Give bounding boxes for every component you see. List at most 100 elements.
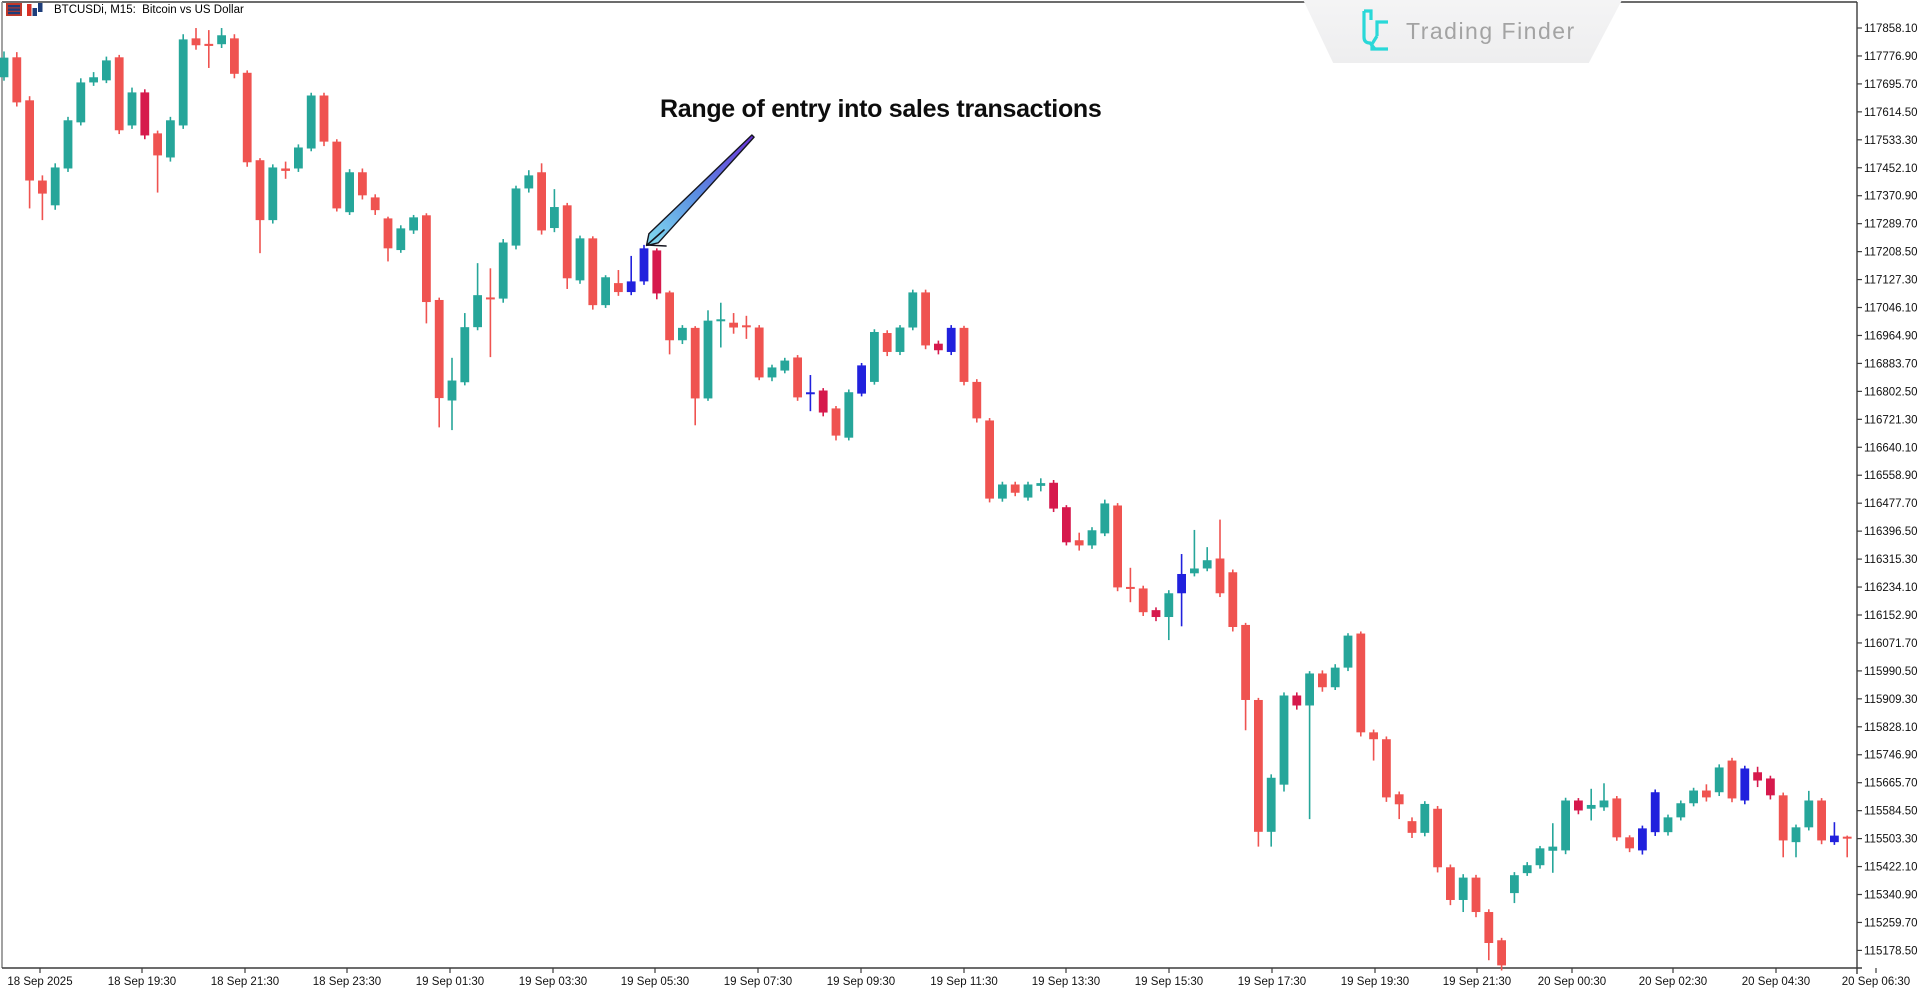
candle-body: [50, 167, 60, 206]
candle-body: [934, 343, 943, 351]
price-tick-label: 117289.70: [1864, 219, 1918, 231]
candle-body: [972, 381, 982, 419]
candle-body: [1266, 777, 1276, 832]
candle-body: [831, 408, 841, 436]
candle-body: [332, 141, 342, 209]
candle-body: [1663, 817, 1673, 833]
price-tick-label: 117858.10: [1864, 23, 1918, 35]
candle-body: [767, 367, 777, 378]
time-tick-label: 19 Sep 19:30: [1341, 976, 1409, 988]
candle-body: [1330, 667, 1340, 688]
candle-body: [1151, 610, 1161, 618]
candle-body: [1190, 568, 1199, 574]
price-tick-label: 116558.90: [1864, 470, 1918, 482]
price-tick-label: 115178.50: [1864, 945, 1918, 957]
time-tick-label: 19 Sep 05:30: [621, 976, 689, 988]
candle-body: [678, 327, 687, 341]
candle-body: [857, 365, 866, 394]
candle-body: [1484, 912, 1494, 944]
candle-body: [1407, 821, 1417, 833]
candle-body: [806, 392, 815, 395]
time-tick-label: 19 Sep 21:30: [1443, 976, 1511, 988]
candle-body: [1382, 739, 1391, 798]
candle-body: [1420, 803, 1430, 833]
candle-body: [1215, 558, 1225, 594]
price-tick-label: 116396.50: [1864, 526, 1918, 538]
candle-body: [1318, 673, 1327, 688]
time-tick-label: 19 Sep 09:30: [827, 976, 895, 988]
candle-body: [1625, 837, 1634, 849]
candle-body: [1049, 482, 1058, 509]
candle-body: [1292, 695, 1302, 706]
candle-body: [140, 92, 150, 136]
candle-body: [1279, 695, 1289, 785]
candle-body: [1202, 560, 1212, 569]
price-tick-label: 115503.30: [1864, 834, 1918, 846]
candle-body: [114, 57, 124, 131]
price-tick-label: 117046.10: [1864, 303, 1918, 315]
price-tick-label: 117614.50: [1864, 107, 1918, 119]
candle-body: [486, 297, 495, 300]
price-tick-label: 115909.30: [1864, 694, 1918, 706]
price-tick-label: 117533.30: [1864, 135, 1918, 147]
candle-body: [626, 281, 636, 293]
price-tick-label: 117208.50: [1864, 247, 1918, 259]
candle-body: [294, 147, 303, 169]
time-tick-label: 19 Sep 03:30: [519, 976, 587, 988]
price-tick-label: 116964.90: [1864, 330, 1918, 342]
candle-body: [818, 390, 828, 413]
candle-body: [601, 277, 610, 306]
candle-body: [1087, 530, 1097, 546]
candle-body: [562, 205, 572, 279]
candle-body: [1586, 804, 1596, 809]
price-tick-label: 115828.10: [1864, 722, 1918, 734]
candle-body: [690, 327, 700, 399]
symbol-bar: BTCUSDi, M15: Bitcoin vs US Dollar: [6, 3, 244, 16]
candle-body: [703, 320, 713, 399]
candle-body: [1356, 633, 1366, 733]
price-tick-label: 116802.50: [1864, 386, 1918, 398]
candle-body: [1702, 790, 1711, 798]
candle-body: [1100, 503, 1110, 534]
candlestick-series[interactable]: [0, 28, 1852, 971]
candle-body: [639, 248, 649, 282]
candle-body: [255, 160, 265, 221]
candle-body: [1817, 800, 1826, 841]
candle-body: [498, 242, 508, 299]
candle-body: [1471, 877, 1481, 913]
candle-body: [511, 188, 521, 246]
candle-body: [716, 319, 726, 322]
candle-body: [1804, 800, 1814, 828]
annotation-arrow[interactable]: [645, 134, 755, 247]
price-tick-label: 117452.10: [1864, 163, 1918, 175]
price-axis[interactable]: 117858.10 117776.90 117695.70 117614.50 1175…: [1857, 23, 1918, 957]
candle-body: [12, 57, 22, 103]
candle-body: [396, 228, 406, 251]
candle-body: [1753, 772, 1762, 781]
time-tick-label: 19 Sep 13:30: [1032, 976, 1100, 988]
price-tick-label: 116640.10: [1864, 442, 1918, 454]
candle-body: [793, 357, 802, 398]
candle-body: [1650, 792, 1660, 833]
candle-body: [1446, 867, 1455, 900]
price-tick-label: 115990.50: [1864, 666, 1918, 678]
candle-body: [1305, 673, 1314, 706]
candle-body: [370, 197, 380, 211]
price-tick-label: 115422.10: [1864, 862, 1918, 874]
candle-body: [1612, 798, 1622, 838]
candle-body: [1727, 760, 1737, 799]
candle-body: [537, 172, 546, 231]
candle-body: [614, 283, 623, 293]
time-tick-label: 20 Sep 02:30: [1639, 976, 1707, 988]
time-tick-label: 19 Sep 07:30: [724, 976, 792, 988]
candle-body: [1394, 794, 1404, 805]
symbol-title: BTCUSDi, M15: Bitcoin vs US Dollar: [54, 3, 244, 16]
candle-body: [1791, 827, 1801, 843]
candle-body: [652, 250, 662, 294]
candle-body: [780, 360, 790, 371]
time-axis[interactable]: 18 Sep 2025 18 Sep 19:30 18 Sep 21:30 18 Se…: [7, 968, 1910, 988]
candle-body: [921, 292, 930, 346]
candle-body: [895, 327, 905, 352]
candle-body: [230, 38, 239, 74]
